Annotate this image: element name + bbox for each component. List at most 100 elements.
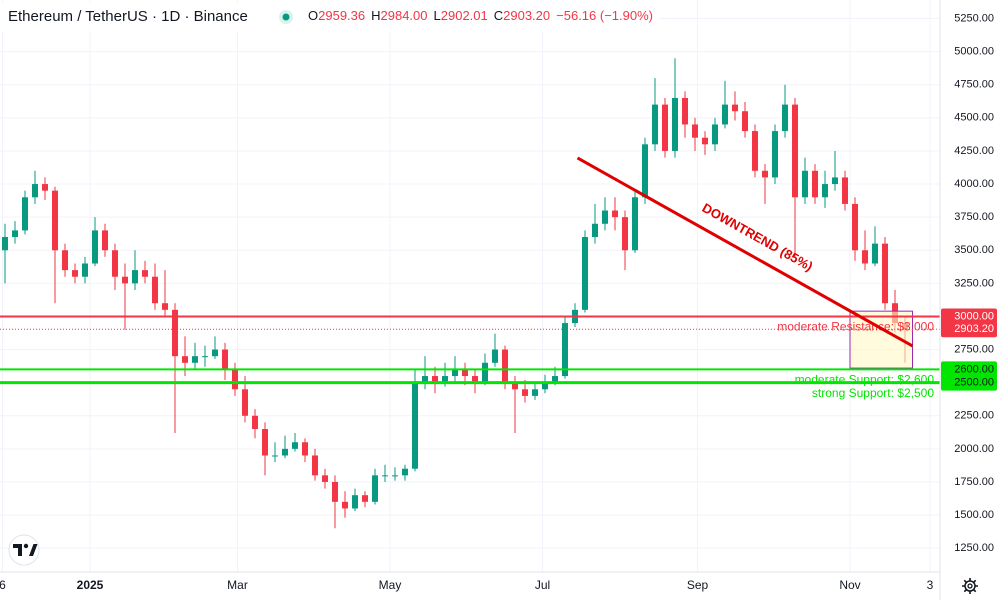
candle-body (222, 349, 228, 370)
candle-body (722, 104, 728, 125)
y-tick-label: 5000.00 (954, 46, 994, 58)
candle-body (132, 270, 138, 284)
ohlc-value: 2959.36 (318, 8, 365, 23)
candle-body (262, 429, 268, 456)
candle-body (602, 210, 608, 224)
candle-body (202, 356, 208, 358)
candle-body (762, 170, 768, 178)
candle-body (112, 250, 118, 277)
ohlc-key: C (494, 8, 503, 23)
y-tick-label: 3750.00 (954, 211, 994, 223)
candle-body (462, 369, 468, 377)
level-annotation: strong Support: $2,500 (812, 386, 934, 400)
candle-body (32, 184, 38, 198)
candle-body (522, 389, 528, 396)
candle-body (882, 243, 888, 304)
candle-body (362, 495, 368, 502)
y-tick-label: 1500.00 (954, 509, 994, 521)
ohlc-value: 2903.20 (503, 8, 550, 23)
y-tick-label: 4250.00 (954, 145, 994, 157)
candle-body (302, 442, 308, 456)
candle-body (242, 389, 248, 416)
candle-body (402, 468, 408, 476)
trendline (576, 156, 914, 348)
candle-body (632, 197, 638, 251)
candle-body (192, 356, 198, 363)
candle-body (452, 369, 458, 377)
x-tick-label: 3 (927, 578, 934, 592)
candle-body (282, 448, 288, 456)
candle-body (332, 481, 338, 502)
candle-body (2, 237, 8, 251)
candle-body (352, 495, 358, 509)
candle-body (842, 177, 848, 204)
ohlc-key: H (371, 8, 380, 23)
candle-body (702, 137, 708, 145)
candle-body (52, 190, 58, 251)
y-tick-label: 4000.00 (954, 178, 994, 190)
candle-body (122, 276, 128, 284)
y-tick-label: 3250.00 (954, 277, 994, 289)
candle-body (562, 323, 568, 377)
header-background (0, 2, 660, 32)
candle-body (812, 170, 818, 198)
candle-body (432, 376, 438, 383)
level-badge-label: 2600.00 (954, 363, 994, 375)
level-badge (941, 374, 997, 391)
candle-body (862, 250, 868, 264)
y-tick-label: 5250.00 (954, 12, 994, 24)
level-badge (941, 361, 997, 378)
candle-body (732, 104, 738, 112)
candle-body (622, 217, 628, 251)
entry-zone (849, 310, 913, 369)
settings-gear[interactable] (962, 578, 978, 594)
candle-body (592, 223, 598, 238)
candle-body (852, 203, 858, 251)
candle-body (552, 376, 558, 383)
candle-body (642, 144, 648, 198)
y-tick-label: 4750.00 (954, 79, 994, 91)
ohlc-value: 2902.01 (441, 8, 488, 23)
candle-body (532, 389, 538, 396)
candle-body (472, 376, 478, 383)
axes: 1250.00 1500.00 1750.00 2000.00 2250.00 2500.… (0, 12, 997, 592)
candle-body (162, 303, 168, 310)
candle-body (612, 210, 618, 218)
x-tick-label: 2025 (77, 578, 104, 592)
candle-body (512, 382, 518, 390)
y-tick-label: 2750.00 (954, 343, 994, 355)
last-price-badge (941, 321, 997, 338)
candle-body (442, 376, 448, 383)
candle-body (712, 124, 718, 145)
candle-body (802, 170, 808, 198)
x-tick-label: Nov (839, 578, 860, 592)
candle-body (662, 104, 668, 151)
candle-body (582, 237, 588, 310)
candle-body (22, 197, 28, 231)
candle-body (692, 124, 698, 138)
level-badge-label: 3000.00 (954, 310, 994, 322)
y-tick-label: 2250.00 (954, 410, 994, 422)
ohlc-value: 2984.00 (381, 8, 428, 23)
candle-body (482, 362, 488, 383)
tradingview-logo[interactable] (8, 534, 40, 566)
ohlc-key: L (434, 8, 441, 23)
candle-body (142, 270, 148, 277)
x-tick-label: Mar (227, 578, 248, 592)
x-tick-label: Sep (687, 578, 709, 592)
candle-body (742, 111, 748, 132)
candle-body (822, 184, 828, 198)
candle-body (782, 104, 788, 132)
candle-body (872, 243, 878, 264)
y-tick-label: 1750.00 (954, 476, 994, 488)
y-tick-label: 2000.00 (954, 443, 994, 455)
market-status-dot[interactable] (282, 13, 290, 21)
candle-body (392, 475, 398, 477)
candle-body (792, 104, 798, 198)
candle-body (72, 270, 78, 277)
candle-body (382, 475, 388, 477)
last-price-label: 2903.20 (954, 323, 994, 335)
y-tick-label: 1250.00 (954, 542, 994, 554)
symbol-title: Ethereum / TetherUS · 1D · Binance (8, 8, 248, 25)
